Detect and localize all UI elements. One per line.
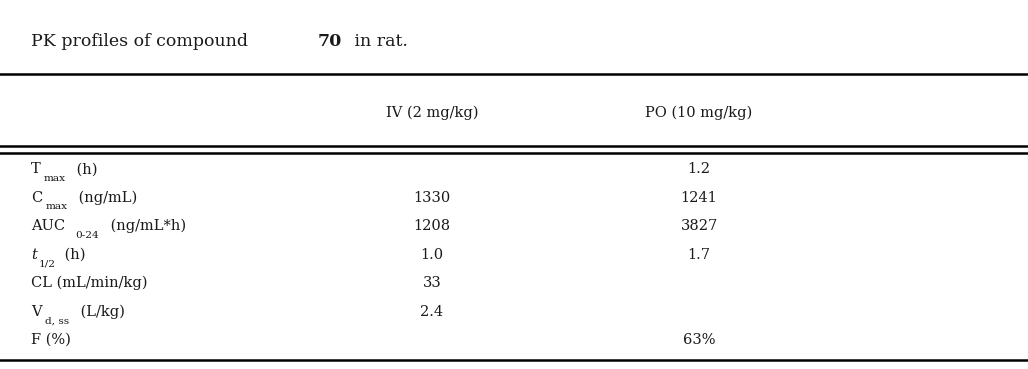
Text: d, ss: d, ss bbox=[44, 316, 69, 325]
Text: 1241: 1241 bbox=[681, 191, 718, 205]
Text: (ng/mL*h): (ng/mL*h) bbox=[106, 219, 186, 233]
Text: max: max bbox=[43, 174, 66, 183]
Text: 63%: 63% bbox=[683, 333, 715, 347]
Text: F (%): F (%) bbox=[31, 333, 71, 347]
Text: V: V bbox=[31, 304, 41, 318]
Text: (ng/mL): (ng/mL) bbox=[74, 190, 137, 205]
Text: 1208: 1208 bbox=[413, 219, 450, 233]
Text: AUC: AUC bbox=[31, 219, 65, 233]
Text: CL (mL/min/kg): CL (mL/min/kg) bbox=[31, 276, 147, 290]
Text: 1.0: 1.0 bbox=[420, 248, 443, 262]
Text: 33: 33 bbox=[423, 276, 441, 290]
Text: (h): (h) bbox=[61, 248, 86, 262]
Text: in rat.: in rat. bbox=[350, 33, 408, 50]
Text: 70: 70 bbox=[318, 33, 342, 50]
Text: C: C bbox=[31, 191, 42, 205]
Text: 3827: 3827 bbox=[681, 219, 718, 233]
Text: 1.7: 1.7 bbox=[688, 248, 710, 262]
Text: 1.2: 1.2 bbox=[688, 162, 710, 176]
Text: 2.4: 2.4 bbox=[420, 304, 443, 318]
Text: T: T bbox=[31, 162, 40, 176]
Text: (L/kg): (L/kg) bbox=[76, 304, 124, 319]
Text: 1/2: 1/2 bbox=[38, 259, 56, 268]
Text: 0-24: 0-24 bbox=[75, 231, 99, 240]
Text: (h): (h) bbox=[72, 162, 98, 176]
Text: PO (10 mg/kg): PO (10 mg/kg) bbox=[646, 106, 752, 120]
Text: PK profiles of compound: PK profiles of compound bbox=[31, 33, 253, 50]
Text: 1330: 1330 bbox=[413, 191, 450, 205]
Text: max: max bbox=[45, 203, 68, 211]
Text: IV (2 mg/kg): IV (2 mg/kg) bbox=[386, 106, 478, 120]
Text: t: t bbox=[31, 248, 37, 262]
